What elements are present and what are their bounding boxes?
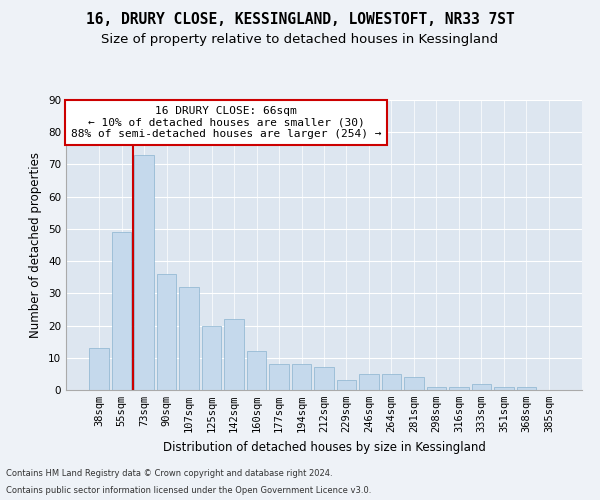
Bar xyxy=(89,348,109,390)
Bar xyxy=(247,352,266,390)
Bar xyxy=(404,377,424,390)
Bar xyxy=(224,319,244,390)
Bar xyxy=(157,274,176,390)
Bar xyxy=(359,374,379,390)
Bar xyxy=(202,326,221,390)
Bar xyxy=(472,384,491,390)
X-axis label: Distribution of detached houses by size in Kessingland: Distribution of detached houses by size … xyxy=(163,440,485,454)
Text: 16, DRURY CLOSE, KESSINGLAND, LOWESTOFT, NR33 7ST: 16, DRURY CLOSE, KESSINGLAND, LOWESTOFT,… xyxy=(86,12,514,28)
Text: Size of property relative to detached houses in Kessingland: Size of property relative to detached ho… xyxy=(101,32,499,46)
Bar xyxy=(517,387,536,390)
Bar xyxy=(314,368,334,390)
Bar xyxy=(494,387,514,390)
Text: Contains HM Land Registry data © Crown copyright and database right 2024.: Contains HM Land Registry data © Crown c… xyxy=(6,468,332,477)
Bar xyxy=(337,380,356,390)
Y-axis label: Number of detached properties: Number of detached properties xyxy=(29,152,43,338)
Bar xyxy=(134,155,154,390)
Bar xyxy=(179,287,199,390)
Bar xyxy=(269,364,289,390)
Bar xyxy=(112,232,131,390)
Bar xyxy=(449,387,469,390)
Text: 16 DRURY CLOSE: 66sqm
← 10% of detached houses are smaller (30)
88% of semi-deta: 16 DRURY CLOSE: 66sqm ← 10% of detached … xyxy=(71,106,381,139)
Text: Contains public sector information licensed under the Open Government Licence v3: Contains public sector information licen… xyxy=(6,486,371,495)
Bar xyxy=(382,374,401,390)
Bar xyxy=(292,364,311,390)
Bar xyxy=(427,387,446,390)
